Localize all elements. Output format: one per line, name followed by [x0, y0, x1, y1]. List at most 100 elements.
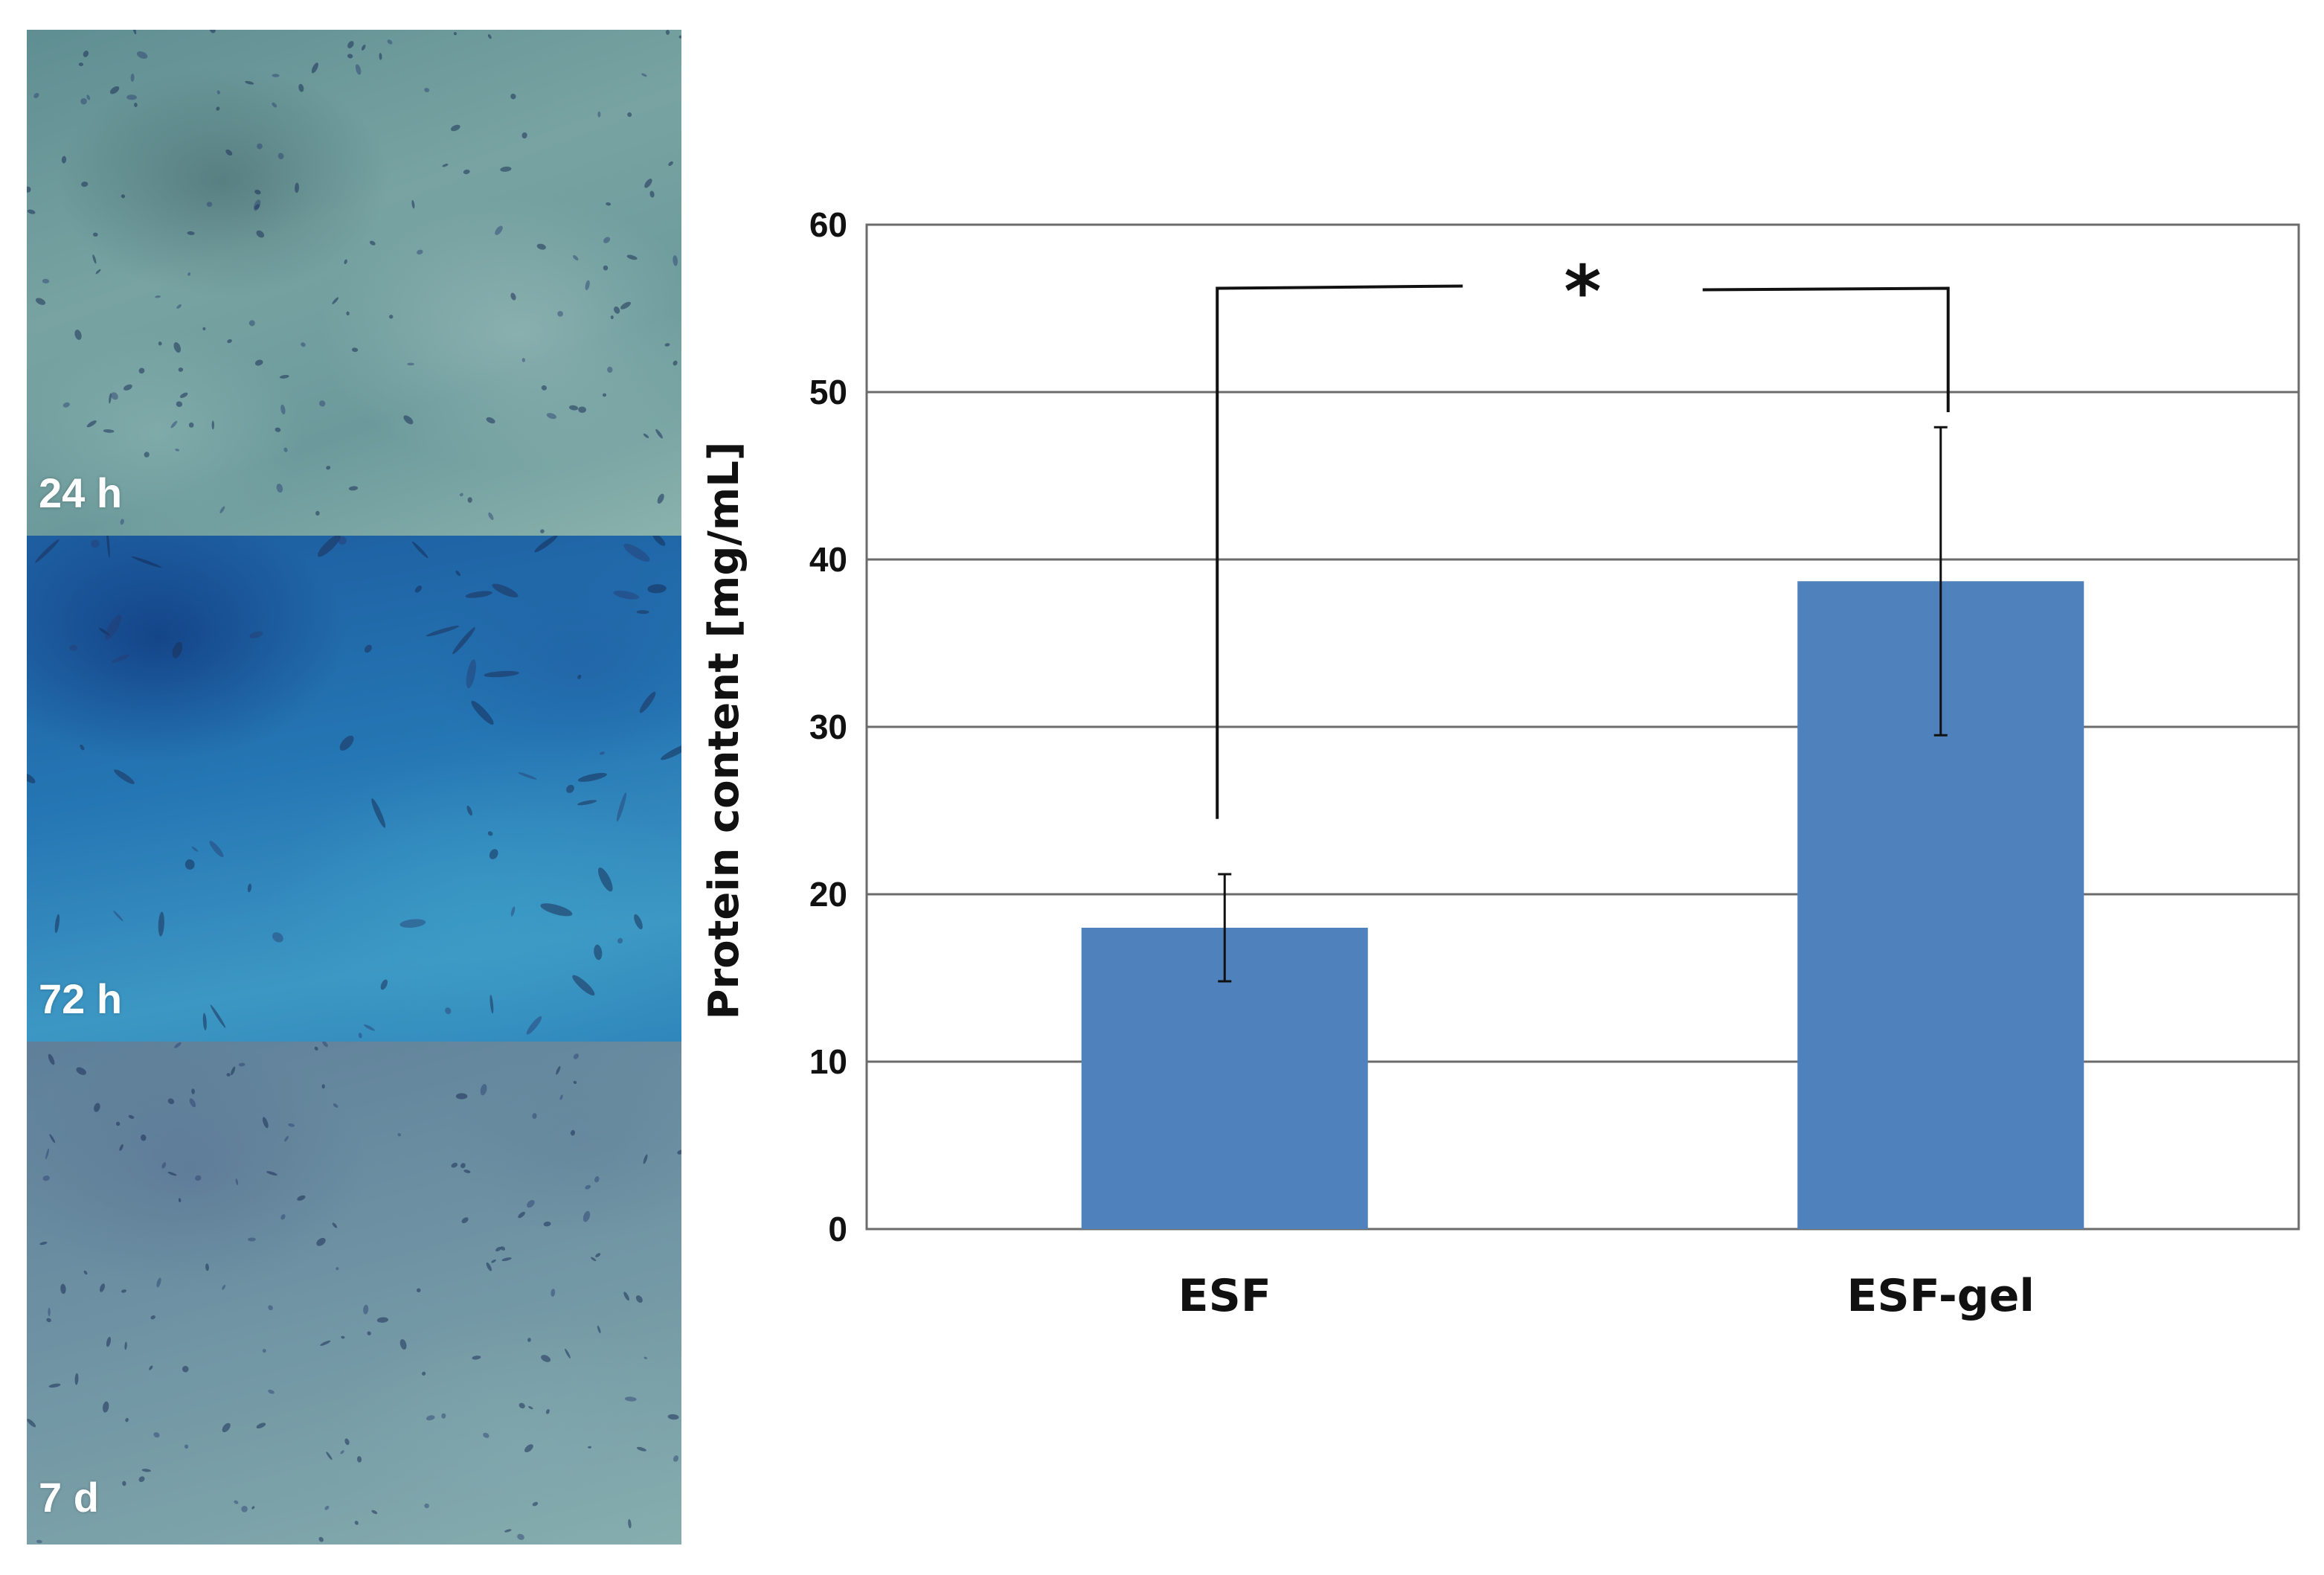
cell-speckle: [411, 199, 415, 209]
cell-speckle: [254, 190, 261, 195]
cell-speckle: [326, 466, 331, 470]
cell-speckle: [598, 867, 613, 892]
cell-speckle: [397, 1133, 402, 1137]
cell-speckle: [351, 347, 359, 353]
cell-speckle: [125, 1417, 129, 1422]
cell-speckle: [585, 280, 590, 291]
cell-speckle: [245, 80, 254, 85]
cell-speckle: [257, 143, 263, 150]
cell-speckle: [358, 1033, 362, 1039]
protein-content-chart: * 0 10 20 30 40 50 60 ESF ESF-gel Protein conte…: [700, 205, 2300, 1322]
cell-speckle: [488, 512, 494, 520]
cell-speckle: [344, 259, 347, 265]
cell-speckle: [635, 1295, 643, 1303]
cell-speckle: [130, 73, 135, 82]
cell-speckle: [205, 1263, 209, 1271]
cell-speckle: [649, 190, 655, 198]
cell-speckle: [364, 1024, 375, 1031]
cell-speckle: [407, 362, 414, 366]
cell-speckle: [202, 327, 206, 331]
cell-speckle: [486, 417, 495, 424]
bracket-right: [1702, 286, 1950, 412]
cell-speckle: [641, 73, 647, 77]
cell-speckle: [83, 1270, 88, 1275]
y-tick-label: 10: [809, 1042, 847, 1081]
cell-speckle: [153, 1432, 160, 1438]
cell-speckle: [320, 1340, 331, 1346]
cell-speckle: [445, 1007, 452, 1015]
cell-speckle: [176, 304, 182, 309]
cell-speckle: [371, 1510, 378, 1515]
cell-speckle: [119, 1143, 123, 1151]
cell-speckle: [332, 1222, 338, 1228]
cell-speckle: [314, 1046, 318, 1050]
cell-speckle: [284, 1135, 289, 1142]
cell-speckle: [491, 1259, 496, 1263]
cell-speckle: [167, 1172, 177, 1176]
cell-speckle: [266, 1171, 277, 1176]
cell-speckle: [483, 1432, 489, 1438]
cell-speckle: [572, 975, 595, 996]
cell-speckle: [624, 1396, 637, 1402]
cell-speckle: [541, 385, 548, 391]
cell-speckle: [452, 627, 475, 655]
cell-speckle: [86, 420, 97, 428]
cell-speckle: [461, 1217, 469, 1224]
plot-frame: [865, 223, 2300, 1231]
cell-speckle: [225, 149, 233, 156]
cell-speckle: [120, 519, 124, 525]
cell-speckle: [315, 510, 320, 516]
cell-speckle: [540, 529, 545, 533]
cell-speckle: [172, 641, 183, 658]
cell-speckle: [647, 584, 667, 594]
cell-speckle: [519, 1402, 525, 1409]
cell-speckle: [268, 1305, 273, 1311]
cell-speckle: [521, 358, 526, 362]
cell-speckle: [532, 1501, 539, 1507]
cell-speckle: [138, 368, 145, 374]
cell-speckle: [660, 743, 681, 760]
cell-speckle: [319, 400, 326, 407]
cell-speckle: [280, 404, 286, 415]
cell-speckle: [332, 297, 339, 304]
cell-speckle: [179, 392, 188, 398]
cell-speckle: [216, 90, 220, 94]
cell-speckle: [355, 64, 362, 75]
cell-speckle: [466, 659, 476, 689]
cell-speckle: [195, 1175, 202, 1181]
cell-speckle: [467, 497, 472, 503]
cell-speckle: [348, 486, 359, 491]
cell-speckle: [227, 339, 232, 344]
cell-speckle: [627, 112, 632, 118]
cell-speckle: [321, 1084, 325, 1089]
cell-speckle: [613, 590, 640, 600]
cell-speckle: [158, 911, 164, 937]
cell-speckle: [99, 1283, 106, 1292]
cell-speckle: [173, 342, 182, 353]
cell-speckle: [128, 1114, 135, 1119]
cell-speckle: [187, 231, 195, 235]
cell-speckle: [361, 44, 366, 51]
cell-speckle: [317, 536, 341, 557]
cell-speckle: [340, 1450, 344, 1454]
cell-speckle: [234, 1500, 239, 1504]
cell-speckle: [27, 186, 31, 193]
y-tick-label: 60: [809, 205, 847, 244]
cell-speckle: [546, 413, 556, 420]
cell-speckle: [597, 111, 601, 118]
cell-speckle: [277, 153, 284, 160]
cell-speckle: [557, 310, 563, 317]
cell-speckle: [543, 1221, 551, 1227]
cell-speckle: [174, 1042, 182, 1048]
cell-speckle: [495, 225, 503, 235]
cell-speckle: [387, 39, 393, 45]
cell-speckle: [131, 556, 161, 568]
x-category-label: ESF: [1178, 1270, 1271, 1322]
cell-speckle: [78, 62, 83, 66]
cell-speckle: [616, 792, 626, 822]
cell-speckle: [322, 1042, 328, 1048]
cell-speckle: [472, 1356, 481, 1360]
micrograph-7d: 7 d: [27, 1042, 681, 1544]
cell-speckle: [109, 393, 112, 404]
cell-speckle: [45, 1148, 50, 1160]
